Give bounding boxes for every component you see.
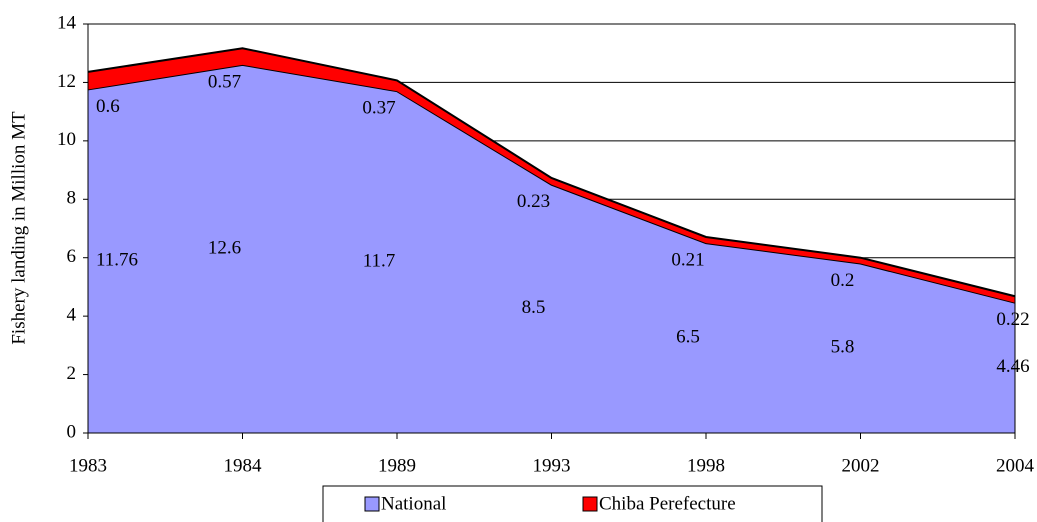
x-tick-label: 2002 [842,455,880,476]
y-tick-label: 4 [67,305,77,326]
data-label: 11.7 [363,250,396,271]
y-axis-label: Fishery landing in Million MT [8,111,29,345]
data-label: 4.46 [996,356,1029,377]
x-tick-label: 1983 [69,455,107,476]
legend-swatch [364,496,380,512]
x-tick-label: 1998 [687,455,725,476]
data-label: 8.5 [522,297,546,318]
y-tick-label: 10 [57,129,76,150]
legend-swatch [582,496,598,512]
x-tick-label: 2004 [996,455,1035,476]
data-label: 0.21 [671,249,704,270]
data-label: 11.76 [96,250,138,271]
y-tick-label: 14 [57,12,77,33]
data-label: 0.22 [996,309,1029,330]
y-tick-label: 0 [67,421,77,442]
y-tick-label: 6 [67,246,77,267]
x-tick-label: 1989 [378,455,416,476]
legend-label: National [381,493,446,514]
y-tick-label: 12 [57,71,76,92]
area [88,48,1015,303]
data-label: 12.6 [208,237,241,258]
legend-label: Chiba Perefecture [599,493,736,514]
legend-box [322,485,823,522]
x-tick-label: 1993 [533,455,571,476]
data-label: 0.6 [96,96,120,117]
data-label: 0.57 [208,71,241,92]
data-label: 5.8 [831,337,855,358]
data-label: 0.23 [517,191,550,212]
area-outline [87,47,1016,298]
x-tick-label: 1984 [224,455,263,476]
y-tick-label: 2 [67,363,77,384]
data-label: 0.2 [831,270,855,291]
area [88,64,1015,434]
data-label: 6.5 [676,326,700,347]
data-label: 0.37 [362,98,395,119]
y-tick-label: 8 [67,188,77,209]
